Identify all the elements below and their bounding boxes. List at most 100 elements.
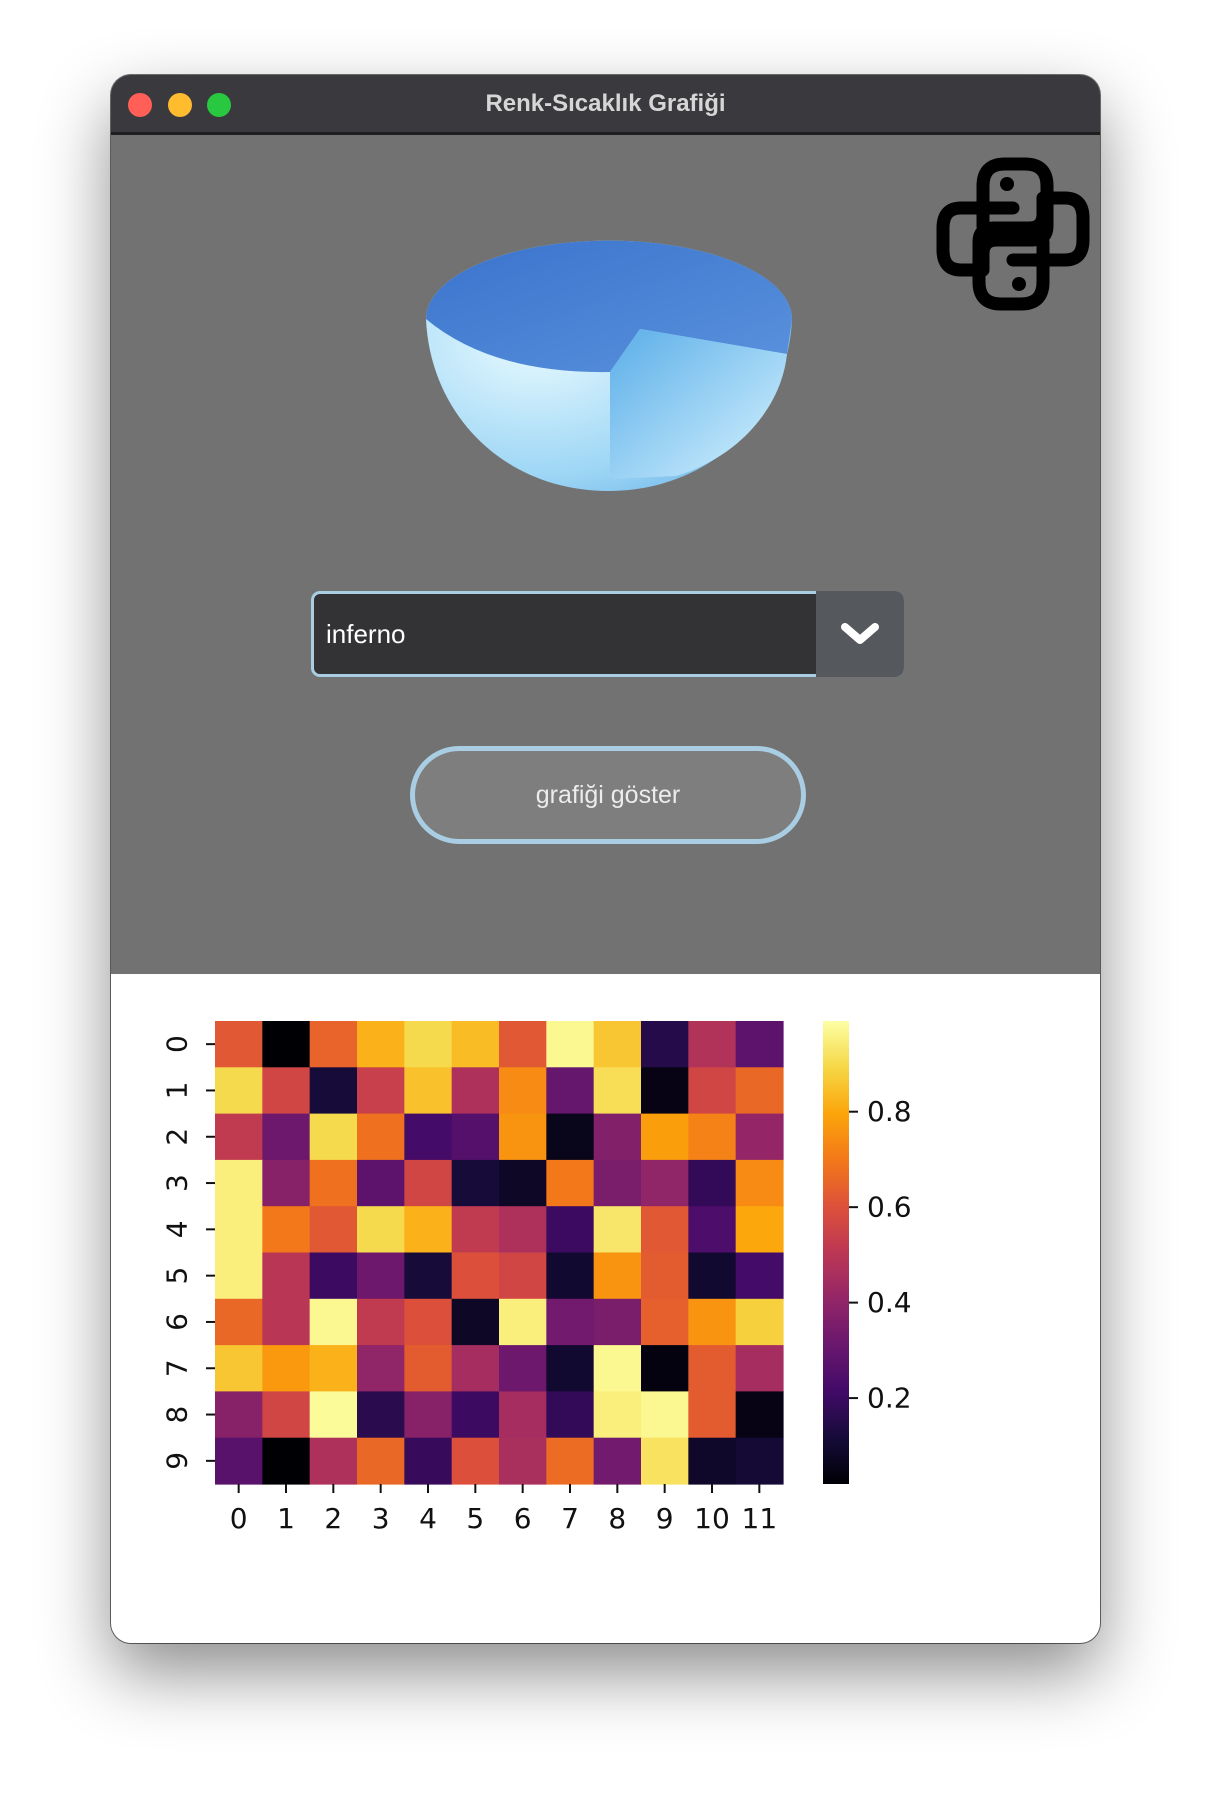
heatmap-cell xyxy=(735,1159,784,1207)
heatmap-cell xyxy=(309,1298,358,1346)
heatmap-cell xyxy=(499,1437,547,1485)
heatmap-cell xyxy=(499,1206,547,1254)
heatmap-cell xyxy=(357,1021,405,1068)
heatmap-cell xyxy=(451,1021,500,1068)
x-tick-label: 1 xyxy=(277,1502,295,1535)
colorbar-tick-label: 0.4 xyxy=(867,1286,912,1319)
y-tick-label: 7 xyxy=(161,1359,194,1377)
close-window-button[interactable] xyxy=(128,93,152,117)
heatmap-cell xyxy=(641,1345,689,1392)
heatmap-cell xyxy=(735,1391,784,1439)
heatmap-cell xyxy=(641,1298,689,1346)
colormap-dropdown-button[interactable] xyxy=(816,591,904,677)
chevron-down-icon xyxy=(841,623,879,644)
heatmap-cell xyxy=(215,1021,263,1068)
heatmap-cell xyxy=(404,1298,453,1346)
heatmap-cell xyxy=(451,1113,500,1161)
minimize-window-button[interactable] xyxy=(168,93,192,117)
heatmap-cell xyxy=(641,1437,689,1485)
heatmap-cell xyxy=(262,1021,311,1068)
heatmap-cell xyxy=(215,1298,263,1346)
heatmap-cell xyxy=(404,1021,453,1068)
heatmap-cell xyxy=(546,1113,595,1161)
y-tick-label: 4 xyxy=(161,1220,194,1238)
heatmap-cell xyxy=(451,1437,500,1485)
heatmap-cell xyxy=(309,1252,358,1300)
heatmap-cell xyxy=(357,1067,405,1115)
heatmap-cell xyxy=(546,1159,595,1207)
heatmap-cell xyxy=(215,1113,263,1161)
x-tick-label: 3 xyxy=(372,1502,390,1535)
y-tick-label: 3 xyxy=(161,1174,194,1192)
heatmap-cell xyxy=(593,1206,642,1254)
heatmap-cell xyxy=(735,1206,784,1254)
x-tick-label: 2 xyxy=(324,1502,342,1535)
x-tick-label: 11 xyxy=(742,1502,778,1535)
heatmap-cell xyxy=(593,1113,642,1161)
y-tick-label: 1 xyxy=(161,1082,194,1100)
heatmap-cell xyxy=(546,1345,595,1392)
heatmap-cell xyxy=(309,1113,358,1161)
heatmap-cell xyxy=(593,1067,642,1115)
heatmap-cell xyxy=(593,1252,642,1300)
heatmap-cell xyxy=(215,1252,263,1300)
y-tick-label: 9 xyxy=(161,1452,194,1470)
heatmap-cell xyxy=(357,1437,405,1485)
heatmap-cell xyxy=(451,1159,500,1207)
heatmap-cell xyxy=(641,1159,689,1207)
heatmap-cell xyxy=(262,1206,311,1254)
control-panel: inferno grafiği göster xyxy=(111,135,1100,974)
python-logo xyxy=(936,157,1090,311)
heatmap-cell xyxy=(451,1067,500,1115)
heatmap-cell xyxy=(215,1391,263,1439)
y-tick-label: 2 xyxy=(161,1128,194,1146)
heatmap-cell xyxy=(688,1021,737,1068)
y-tick-label: 0 xyxy=(161,1035,194,1053)
heatmap-cell xyxy=(451,1345,500,1392)
y-tick-label: 6 xyxy=(161,1313,194,1331)
heatmap-cell xyxy=(262,1345,311,1392)
heatmap-cell xyxy=(593,1159,642,1207)
heatmap-cell xyxy=(404,1206,453,1254)
heatmap-cell xyxy=(641,1067,689,1115)
heatmap-cell xyxy=(499,1159,547,1207)
heatmap-cell xyxy=(451,1252,500,1300)
heatmap-cell xyxy=(641,1021,689,1068)
heatmap-cell xyxy=(593,1391,642,1439)
window-title: Renk-Sıcaklık Grafiği xyxy=(485,90,726,117)
heatmap-cell xyxy=(357,1159,405,1207)
heatmap-cell xyxy=(546,1067,595,1115)
heatmap-cell xyxy=(735,1298,784,1346)
heatmap-cell xyxy=(404,1252,453,1300)
heatmap-cell xyxy=(404,1437,453,1485)
show-chart-button[interactable]: grafiği göster xyxy=(410,746,806,844)
y-tick-label: 5 xyxy=(161,1267,194,1285)
heatmap-cell xyxy=(357,1345,405,1392)
app-window: Renk-Sıcaklık Grafiği xyxy=(111,75,1100,1643)
heatmap-cell xyxy=(735,1345,784,1392)
heatmap-cell xyxy=(357,1252,405,1300)
colormap-select[interactable]: inferno xyxy=(311,591,904,677)
x-tick-label: 0 xyxy=(230,1502,248,1535)
heatmap-cell xyxy=(641,1113,689,1161)
heatmap-cell xyxy=(404,1391,453,1439)
heatmap-cell xyxy=(593,1345,642,1392)
heatmap-cell xyxy=(357,1113,405,1161)
pie-chart-logo xyxy=(426,240,792,491)
x-tick-label: 6 xyxy=(514,1502,532,1535)
heatmap-cell xyxy=(593,1021,642,1068)
zoom-window-button[interactable] xyxy=(207,93,231,117)
heatmap-cell xyxy=(215,1159,263,1207)
colorbar-tick-label: 0.6 xyxy=(867,1191,912,1224)
heatmap-cell xyxy=(735,1437,784,1485)
colormap-select-value: inferno xyxy=(326,619,406,649)
heatmap-cell xyxy=(262,1113,311,1161)
heatmap-cell xyxy=(309,1391,358,1439)
heatmap-cell xyxy=(357,1298,405,1346)
heatmap-cell xyxy=(688,1067,737,1115)
heatmap-cell xyxy=(404,1113,453,1161)
x-tick-label: 9 xyxy=(656,1502,674,1535)
heatmap-cell xyxy=(735,1067,784,1115)
heatmap-cell xyxy=(688,1345,737,1392)
